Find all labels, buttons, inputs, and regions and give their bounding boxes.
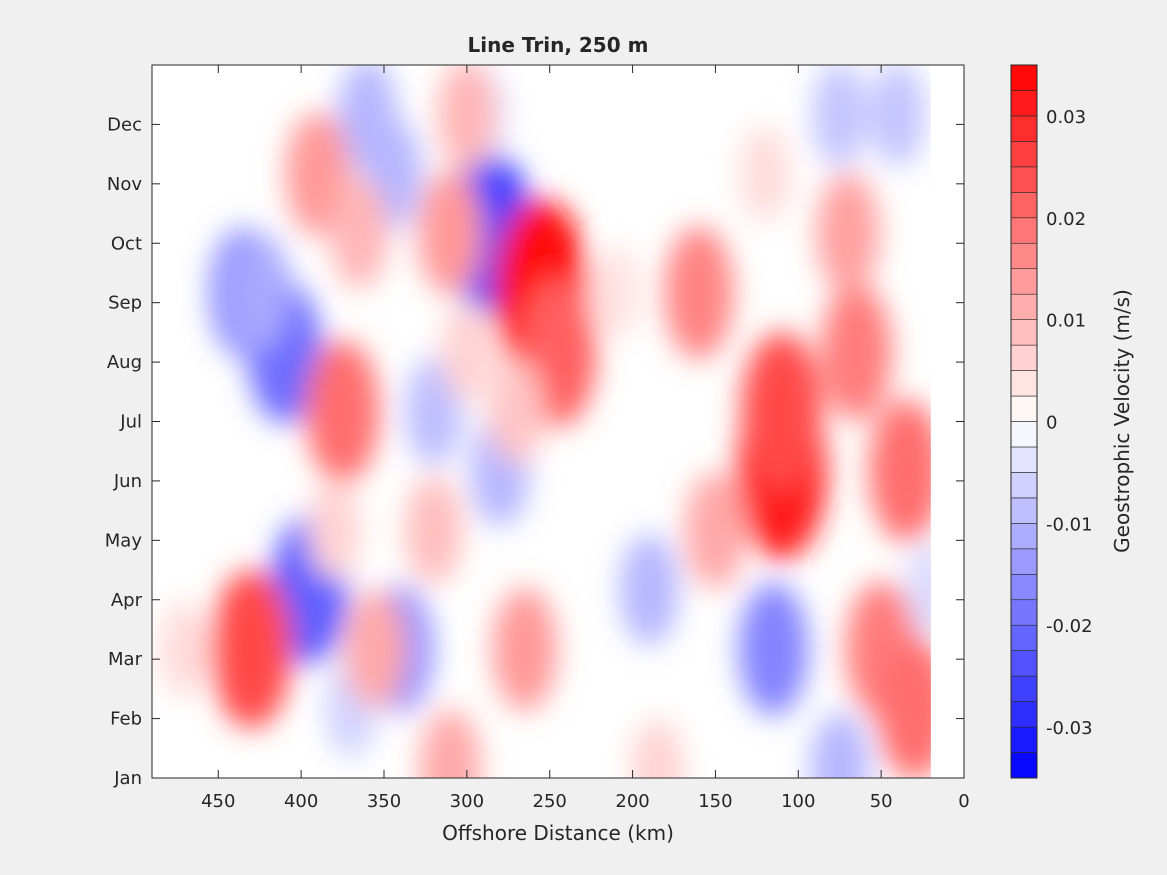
- colorbar-band: [1010, 268, 1038, 295]
- positive-velocity-cell: [684, 471, 747, 590]
- y-tick-label: Apr: [111, 590, 143, 611]
- x-tick-label: 350: [367, 791, 401, 812]
- x-tick-label: 200: [615, 791, 649, 812]
- positive-velocity-cell: [630, 718, 684, 778]
- colorbar-band: [1010, 523, 1038, 550]
- positive-velocity-cell: [591, 246, 641, 339]
- colorbar-band: [1010, 217, 1038, 244]
- positive-velocity-cell: [492, 587, 558, 712]
- colorbar-tick-label: -0.02: [1046, 616, 1093, 637]
- colorbar-tick-label: 0.02: [1046, 209, 1086, 230]
- colorbar-band: [1010, 166, 1038, 193]
- y-tick-label: Sep: [108, 293, 142, 314]
- y-tick-label: Dec: [107, 114, 142, 135]
- positive-velocity-cell: [440, 302, 494, 402]
- positive-velocity-cell: [307, 480, 361, 580]
- colorbar-band: [1010, 90, 1038, 117]
- plot-frame: [151, 64, 965, 779]
- colorbar-band: [1010, 446, 1038, 473]
- colorbar-band: [1010, 141, 1038, 168]
- negative-velocity-cell: [619, 534, 679, 646]
- colorbar-band: [1010, 115, 1038, 142]
- y-tick-label: Mar: [108, 649, 143, 670]
- positive-velocity-cell: [488, 358, 545, 465]
- colorbar-band: [1010, 370, 1038, 397]
- colorbar-band: [1010, 573, 1038, 601]
- positive-velocity-cell: [820, 283, 892, 421]
- colorbar-tick-label: -0.01: [1046, 514, 1093, 535]
- negative-velocity-cell: [738, 582, 809, 716]
- positive-velocity-cell: [664, 225, 734, 360]
- colorbar-tick-label: 0.03: [1046, 107, 1086, 128]
- positive-velocity-cell: [816, 172, 880, 294]
- positive-velocity-cell: [741, 332, 823, 491]
- y-tick-label: Aug: [107, 352, 142, 373]
- y-tick-label: Oct: [111, 233, 142, 254]
- positive-velocity-cell: [437, 65, 497, 171]
- y-tick-label: Feb: [110, 709, 142, 730]
- negative-velocity-cell: [869, 65, 926, 167]
- colorbar-band: [1010, 64, 1038, 91]
- x-axis: 450 400 350 300 250 200 150 100 50 0: [201, 65, 970, 812]
- colorbar-tick-label: -0.03: [1046, 718, 1093, 739]
- colorbar-band: [1010, 701, 1038, 728]
- y-tick-label: Jul: [119, 412, 142, 433]
- y-tick-label: Jun: [113, 471, 142, 492]
- positive-velocity-cell: [305, 340, 380, 483]
- x-tick-label: 150: [698, 791, 732, 812]
- negative-velocity-cell: [810, 712, 870, 778]
- colorbar-band: [1010, 344, 1038, 371]
- colorbar-frame: [1010, 64, 1038, 779]
- y-tick-label: May: [105, 530, 143, 551]
- x-tick-label: 50: [870, 791, 893, 812]
- y-axis: Jan Feb Mar Apr May Jun Jul Aug Sep Oct Nov Dec: [105, 114, 964, 789]
- colorbar-tick-label: 0: [1046, 413, 1057, 434]
- colorbar-band: [1010, 472, 1038, 499]
- colorbar-band: [1010, 624, 1038, 651]
- x-tick-label: 100: [781, 791, 815, 812]
- positive-velocity-cell: [405, 476, 463, 585]
- negative-velocity-cell: [228, 233, 291, 352]
- colorbar-band: [1010, 726, 1038, 753]
- x-axis-label: Offshore Distance (km): [442, 821, 674, 845]
- colorbar-band: [1010, 650, 1038, 677]
- colorbar: 0.03 0.02 0.01 0 -0.01 -0.02 -0.03: [1010, 64, 1093, 779]
- positive-velocity-cell: [329, 177, 389, 289]
- y-tick-label: Nov: [107, 174, 142, 195]
- y-tick-label: Jan: [113, 768, 142, 789]
- positive-velocity-cell: [419, 709, 482, 778]
- positive-velocity-cell: [417, 171, 483, 296]
- negative-velocity-cell: [811, 65, 868, 167]
- x-tick-label: 300: [450, 791, 484, 812]
- colorbar-band: [1010, 675, 1038, 702]
- positive-velocity-cell: [869, 399, 943, 543]
- colorbar-band: [1010, 319, 1038, 346]
- colorbar-band: [1010, 752, 1038, 779]
- colorbar-band: [1010, 242, 1038, 270]
- colorbar-band: [1010, 395, 1038, 422]
- velocity-field: [159, 65, 957, 778]
- positive-velocity-cell: [159, 601, 211, 698]
- x-tick-label: 250: [533, 791, 567, 812]
- x-tick-label: 400: [284, 791, 318, 812]
- colorbar-band: [1010, 192, 1038, 219]
- colorbar-band: [1010, 293, 1038, 320]
- positive-velocity-cell: [210, 569, 292, 729]
- colorbar-label: Geostrophic Velocity (m/s): [1110, 289, 1134, 553]
- x-tick-label: 450: [201, 791, 235, 812]
- x-tick-label: 0: [958, 791, 969, 812]
- chart-title: Line Trin, 250 m: [468, 33, 649, 57]
- positive-velocity-cell: [739, 125, 791, 222]
- colorbar-tick-label: 0.01: [1046, 311, 1086, 332]
- positive-velocity-cell: [344, 590, 407, 709]
- colorbar-band: [1010, 599, 1038, 626]
- colorbar-band: [1010, 421, 1038, 448]
- colorbar-band: [1010, 497, 1038, 524]
- colorbar-band: [1010, 548, 1038, 575]
